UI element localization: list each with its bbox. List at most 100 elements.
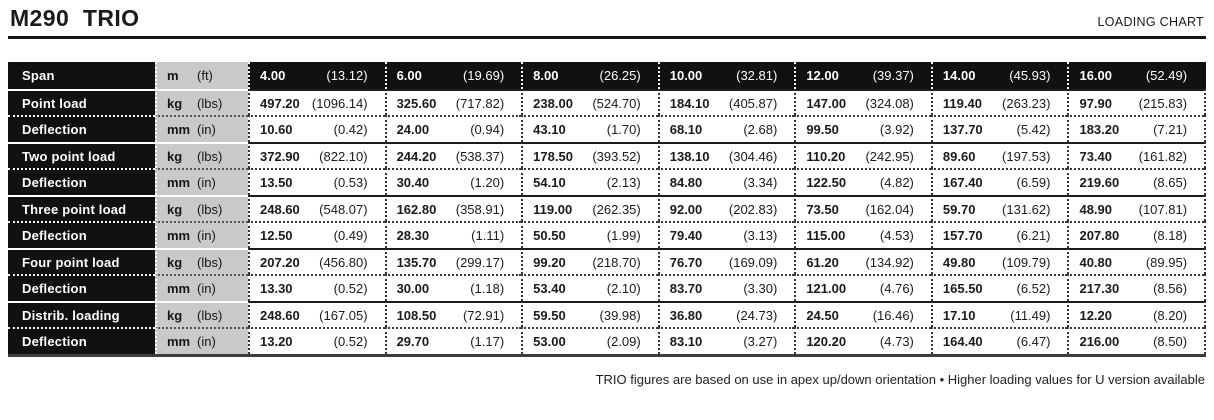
metric-value: 108.50	[396, 307, 437, 323]
table-row: Deflection mm (in) 12.50 (0.49) 28.30 (1.11) 50…	[8, 221, 1206, 248]
unit-metric: mm	[167, 281, 191, 297]
metric-value: 157.70	[942, 228, 983, 244]
imperial-value: (202.83)	[728, 201, 778, 217]
imperial-value: (6.47)	[1016, 334, 1051, 350]
metric-value: 24.00	[396, 122, 430, 138]
unit-metric: kg	[167, 148, 183, 164]
metric-value: 54.10	[533, 175, 566, 191]
metric-value: 137.70	[942, 122, 983, 138]
metric-value: 248.60	[260, 201, 300, 217]
metric-value: 99.20	[533, 254, 566, 270]
value-cell: 207.20 (456.80)	[248, 247, 385, 275]
unit-imperial: (in)	[197, 281, 216, 297]
imperial-value: (6.52)	[1016, 281, 1051, 297]
unit-imperial: (lbs)	[197, 307, 223, 323]
imperial-value: (548.07)	[319, 201, 368, 217]
unit-metric: kg	[167, 307, 183, 323]
table-row: Deflection mm (in) 10.60 (0.42) 24.00 (0.94) 43…	[8, 115, 1206, 142]
metric-value: 13.50	[260, 175, 293, 191]
imperial-value: (1.99)	[606, 228, 641, 244]
value-cell: 83.70 (3.30)	[657, 274, 795, 301]
metric-value: 119.00	[533, 201, 573, 217]
imperial-value: (39.37)	[872, 68, 914, 84]
imperial-value: (4.76)	[879, 281, 914, 297]
value-cell: 54.10 (2.13)	[521, 168, 658, 195]
imperial-value: (72.91)	[462, 307, 505, 323]
metric-value: 79.40	[669, 228, 703, 244]
value-cell: 121.00 (4.76)	[794, 274, 931, 301]
unit-cell: mm (in)	[155, 327, 248, 354]
value-cell: 238.00 (524.70)	[521, 88, 658, 116]
value-cell: 13.50 (0.53)	[248, 168, 385, 195]
imperial-value: (822.10)	[319, 148, 368, 164]
metric-value: 4.00	[260, 68, 286, 84]
imperial-value: (4.53)	[879, 228, 914, 244]
value-cell: 16.00 (52.49)	[1067, 62, 1204, 89]
value-cell: 12.50 (0.49)	[248, 221, 385, 248]
imperial-value: (0.53)	[333, 175, 368, 191]
metric-value: 248.60	[260, 307, 300, 323]
unit-cell: kg (lbs)	[155, 247, 248, 275]
metric-value: 135.70	[396, 254, 437, 270]
row-label: Two point load	[8, 141, 155, 169]
imperial-value: (6.59)	[1016, 175, 1051, 191]
imperial-value: (1.17)	[470, 334, 505, 350]
spec-sheet-page: M290 TRIO LOADING CHART Span m (ft) 4.00 (13…	[8, 0, 1206, 387]
imperial-value: (109.79)	[1002, 254, 1051, 270]
value-cell: 147.00 (324.08)	[794, 88, 931, 116]
metric-value: 84.80	[669, 175, 703, 191]
imperial-value: (107.81)	[1138, 201, 1188, 217]
metric-value: 73.40	[1079, 148, 1113, 164]
imperial-value: (358.91)	[455, 201, 505, 217]
row-label: Three point load	[8, 194, 155, 222]
metric-value: 49.80	[942, 254, 976, 270]
value-cell: 99.50 (3.92)	[794, 115, 931, 142]
metric-value: 12.00	[806, 68, 839, 84]
imperial-value: (19.69)	[462, 68, 505, 84]
value-cell: 24.50 (16.46)	[794, 300, 931, 328]
value-cell: 157.70 (6.21)	[930, 221, 1068, 248]
metric-value: 207.20	[260, 254, 300, 270]
metric-value: 165.50	[942, 281, 983, 297]
imperial-value: (324.08)	[865, 95, 914, 111]
value-cell: 59.70 (131.62)	[930, 194, 1068, 222]
unit-metric: kg	[167, 201, 183, 217]
metric-value: 59.70	[942, 201, 976, 217]
masthead: M290 TRIO LOADING CHART	[8, 0, 1206, 40]
value-cell: 59.50 (39.98)	[521, 300, 658, 328]
value-cell: 10.60 (0.42)	[248, 115, 385, 142]
unit-cell: mm (in)	[155, 115, 248, 142]
metric-value: 48.90	[1079, 201, 1113, 217]
metric-value: 43.10	[533, 122, 566, 138]
value-cell: 372.90 (822.10)	[248, 141, 385, 169]
value-cell: 165.50 (6.52)	[930, 274, 1068, 301]
value-cell: 217.30 (8.56)	[1067, 274, 1205, 301]
metric-value: 30.40	[396, 175, 430, 191]
value-cell: 325.60 (717.82)	[384, 88, 522, 116]
metric-value: 216.00	[1079, 334, 1120, 350]
value-cell: 244.20 (538.37)	[384, 141, 522, 169]
imperial-value: (215.83)	[1138, 95, 1188, 111]
metric-value: 24.50	[806, 307, 839, 323]
metric-value: 178.50	[533, 148, 573, 164]
value-cell: 162.80 (358.91)	[384, 194, 522, 222]
metric-value: 16.00	[1079, 68, 1113, 84]
metric-value: 12.50	[260, 228, 293, 244]
unit-metric: mm	[167, 228, 191, 244]
unit-imperial: (lbs)	[197, 201, 223, 217]
metric-value: 207.80	[1079, 228, 1120, 244]
value-cell: 12.00 (39.37)	[794, 62, 931, 89]
imperial-value: (8.50)	[1153, 334, 1188, 350]
unit-cell: mm (in)	[155, 274, 248, 301]
value-cell: 53.40 (2.10)	[521, 274, 658, 301]
value-cell: 178.50 (393.52)	[521, 141, 658, 169]
imperial-value: (2.10)	[606, 281, 641, 297]
imperial-value: (26.25)	[599, 68, 641, 84]
value-cell: 89.60 (197.53)	[930, 141, 1068, 169]
metric-value: 53.00	[533, 334, 566, 350]
imperial-value: (131.62)	[1002, 201, 1051, 217]
imperial-value: (0.52)	[333, 334, 368, 350]
unit-cell: m (ft)	[155, 62, 248, 89]
unit-metric: mm	[167, 334, 191, 350]
row-label: Deflection	[8, 168, 155, 195]
